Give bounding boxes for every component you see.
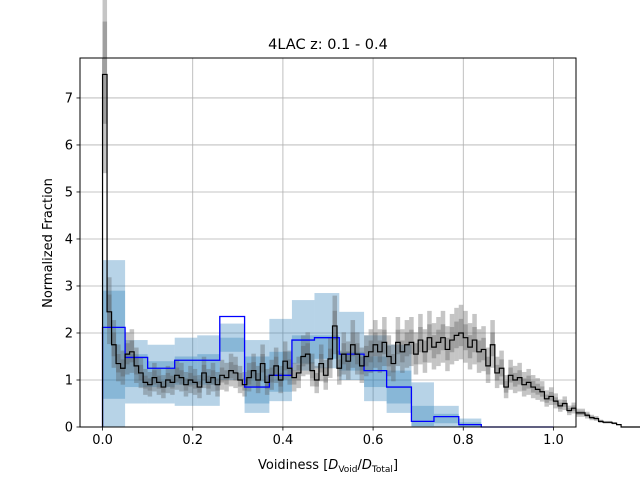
blue-outer-band-bin — [197, 335, 220, 406]
grey-outer-band-bin — [476, 329, 482, 373]
grey-outer-band-bin — [440, 310, 446, 363]
grey-outer-band-bin — [458, 304, 464, 360]
blue-inner-band-bin — [364, 356, 387, 388]
grey-outer-band-bin — [404, 320, 410, 368]
blue-histogram-line — [101, 315, 554, 428]
grey-outer-band-bin — [111, 320, 117, 368]
grey-outer-band-bin — [418, 313, 423, 365]
x-axis-label-separator: / — [358, 458, 363, 473]
grey-outer-band-bin — [422, 329, 428, 373]
grey-outer-band-bin — [395, 317, 401, 367]
blue-outer-band-bin — [339, 311, 365, 380]
grey-outer-band-bin — [467, 323, 473, 370]
grey-outer-band-bin — [318, 344, 324, 382]
blue-inner-band-bin — [433, 413, 459, 424]
grey-outer-band-bin — [305, 332, 310, 375]
y-tick-label: 6 — [65, 138, 73, 153]
plot-area-frame — [79, 57, 577, 428]
x-tick-label: 0.4 — [273, 433, 294, 448]
blue-inner-band-bin — [219, 337, 245, 352]
grey-outer-band-bin — [328, 338, 333, 378]
grey-outer-band-bin — [260, 344, 265, 382]
x-axis-label-prefix: Voidiness [ — [258, 458, 328, 473]
chart-title: 4LAC z: 0.1 - 0.4 — [268, 37, 388, 53]
grey-outer-band-bin — [359, 347, 365, 384]
grey-outer-band-bin — [355, 332, 360, 375]
blue-outer-band-bin — [458, 418, 482, 427]
grey-outer-band-bin — [134, 347, 139, 384]
grey-outer-band-bin — [116, 344, 121, 382]
grey-outer-band-bin — [364, 335, 369, 377]
y-axis-label: Normalized Fraction — [41, 178, 56, 308]
x-tick-label: 0.6 — [363, 433, 384, 448]
y-tick-label: 1 — [65, 373, 73, 388]
grey-outer-band-bin — [368, 329, 374, 373]
x-axis-label-suffix: ] — [393, 458, 398, 473]
grey-outer-band-bin — [125, 332, 130, 375]
x-tick-label: 0.0 — [92, 433, 113, 448]
grey-outer-band-bin — [391, 344, 396, 382]
grey-outer-band-bin — [300, 335, 306, 377]
blue-inner-band-bin — [291, 335, 315, 364]
x-tick-label: 1.0 — [543, 433, 564, 448]
blue-outer-band-bin — [174, 337, 198, 406]
blue-outer-band-bin — [314, 293, 340, 369]
axis-ticks: 0.0 0.2 0.4 0.6 0.8 1.0 0 1 2 3 4 5 6 7 — [65, 91, 564, 448]
blue-outer-band-bin — [411, 382, 434, 427]
y-tick-label: 3 — [65, 279, 73, 294]
x-axis-label-denominator: D — [362, 458, 372, 473]
grey-outer-band-bin — [413, 332, 419, 375]
grey-outer-band-bin — [382, 317, 387, 367]
grid-lines — [80, 58, 576, 428]
black-histogram-line — [101, 73, 640, 428]
grey-outer-band-bin — [386, 335, 392, 377]
grey-outer-band-bin — [481, 326, 486, 372]
blue-inner-band-bin — [411, 405, 434, 427]
grey-outer-band-bin — [282, 341, 288, 380]
blue-outer-band-bin — [291, 300, 315, 371]
grey-outer-band-bin — [332, 295, 338, 355]
grey-outer-band-bin — [490, 320, 495, 368]
blue-inner-band-bin — [125, 354, 148, 388]
grey-outer-band-bin — [445, 326, 450, 372]
grey-outer-band-bin — [107, 277, 112, 345]
y-tick-label: 7 — [65, 91, 73, 106]
x-axis-label: Voidiness [DVoid/DTotal] — [258, 458, 398, 475]
grey-outer-band-bin — [485, 347, 491, 384]
x-tick-label: 0.8 — [453, 433, 474, 448]
grey-outer-band-bin — [377, 329, 383, 373]
blue-outer-band-bin — [102, 260, 126, 427]
grey-outer-band-bin — [400, 329, 405, 373]
grey-outer-band-bin — [409, 317, 414, 367]
grey-outer-band-bin — [273, 347, 279, 384]
y-tick-label: 2 — [65, 326, 73, 341]
grey-outer-band-bin — [373, 320, 378, 368]
grey-inner-band-bin — [102, 21, 108, 124]
x-axis-label-numerator-sub: Void — [338, 465, 357, 475]
grey-outer-band-bin — [346, 341, 351, 380]
grey-outer-band-bin — [454, 307, 459, 362]
grey-outer-band-bin — [350, 320, 356, 368]
grey-outer-band-bin — [472, 313, 477, 365]
x-axis-label-numerator: D — [328, 458, 338, 473]
grey-outer-band-bin — [341, 332, 347, 375]
grey-outer-band-bin — [436, 317, 441, 367]
grey-outer-band-bin — [427, 310, 432, 363]
grey-outer-band-bin — [102, 0, 108, 174]
blue-outer-band-bin — [269, 318, 292, 402]
blue-outer-band-bin — [125, 340, 148, 404]
x-tick-label: 0.2 — [182, 433, 203, 448]
series-lines — [101, 73, 640, 428]
grey-outer-band-bin — [129, 329, 135, 373]
grey-outer-band-bin — [449, 313, 455, 365]
blue-outer-band-bin — [147, 344, 175, 404]
y-tick-label: 5 — [65, 185, 73, 200]
x-axis-label-denominator-sub: Total — [371, 465, 393, 475]
grey-outer-band-bin — [431, 323, 437, 370]
y-tick-label: 0 — [65, 421, 73, 436]
grey-outer-band-bin — [463, 310, 468, 363]
y-tick-label: 4 — [65, 232, 73, 247]
